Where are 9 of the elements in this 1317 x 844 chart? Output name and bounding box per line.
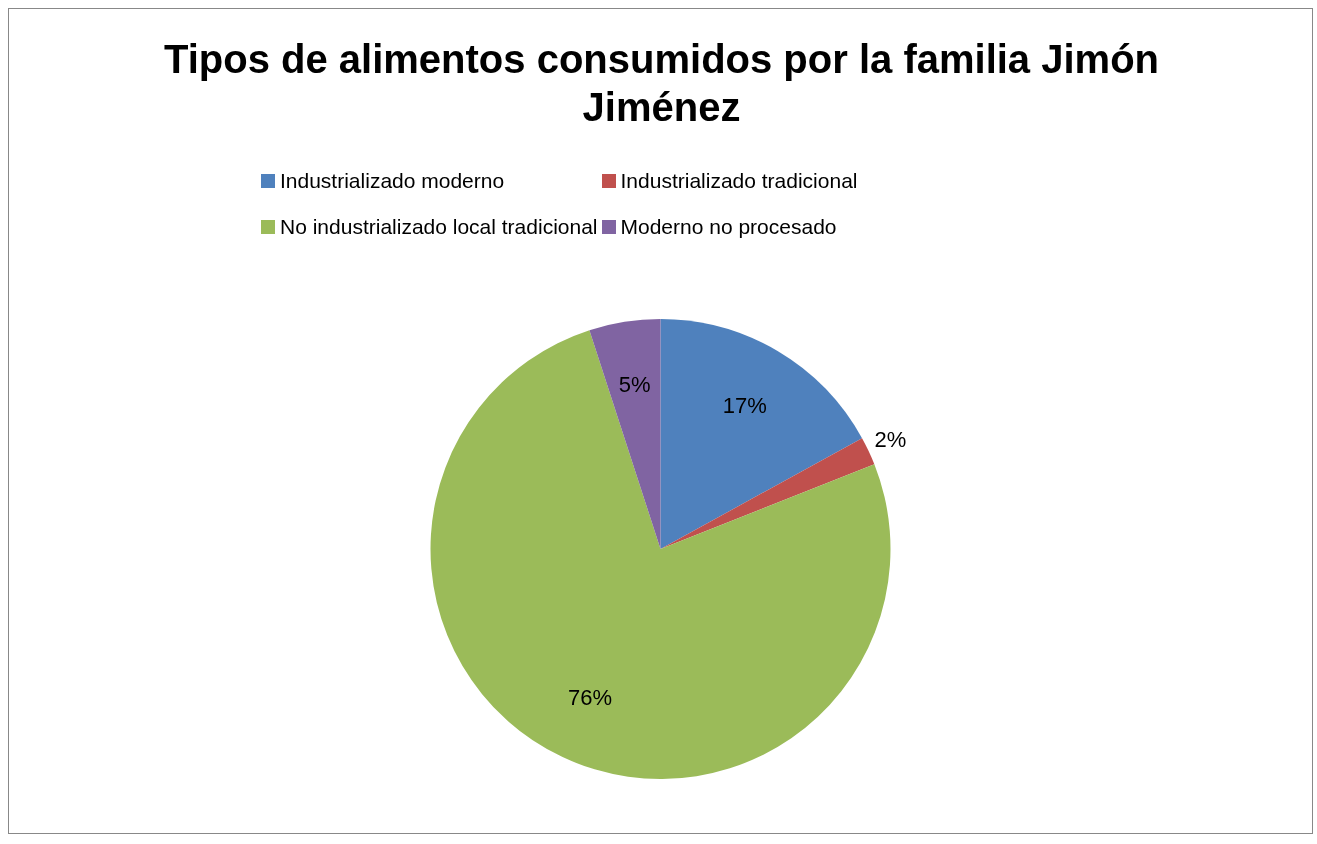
data-label: 76% [567, 684, 613, 710]
legend-label: Industrializado moderno [280, 169, 505, 193]
data-label: 17% [722, 392, 767, 418]
data-label: 2% [874, 426, 907, 452]
legend-label: Industrializado tradicional [620, 169, 858, 193]
data-label: 5% [618, 371, 651, 397]
chart-title: Tipos de alimentos consumidos por la familia Jimón Jiménez [163, 36, 1160, 131]
legend-label: Moderno no procesado [620, 215, 837, 239]
legend-label: No industrializado local tradicional [280, 215, 598, 239]
